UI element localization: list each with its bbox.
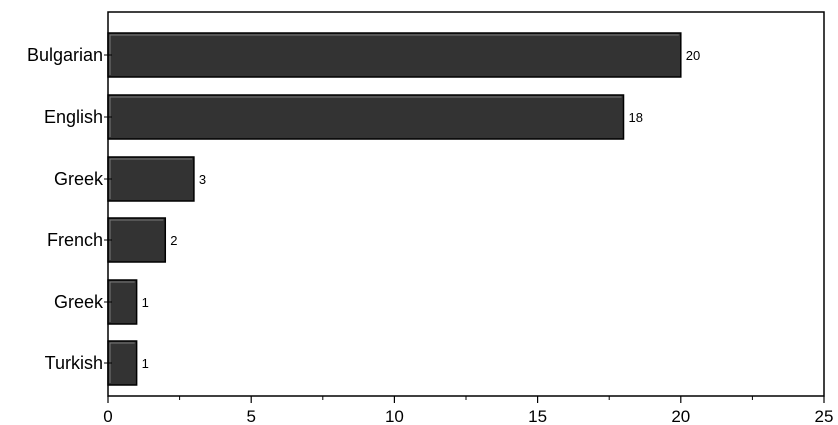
x-tick-label-20: 20 xyxy=(671,407,690,425)
bar-4 xyxy=(107,217,167,263)
bar-highlight-1 xyxy=(109,34,679,75)
data-label-4: 2 xyxy=(170,233,177,248)
category-label-4: French xyxy=(47,230,103,250)
bar-5 xyxy=(107,279,138,325)
data-label-6: 1 xyxy=(142,356,149,371)
category-label-3: Greek xyxy=(54,169,104,189)
data-labels-group: 20 18 3 2 1 1 xyxy=(142,48,701,371)
category-label-6: Turkish xyxy=(45,353,103,373)
bar-3 xyxy=(107,156,195,202)
bar-6 xyxy=(107,340,138,386)
category-label-2: English xyxy=(44,107,103,127)
x-ticks-group: 0 5 10 15 20 25 xyxy=(103,396,833,425)
bar-highlight-5 xyxy=(109,281,135,322)
y-ticks-group xyxy=(104,54,112,364)
category-label-1: Bulgarian xyxy=(27,45,103,65)
x-tick-label-15: 15 xyxy=(528,407,547,425)
bar-highlight-6 xyxy=(109,342,135,383)
x-tick-label-0: 0 xyxy=(103,407,112,425)
data-label-3: 3 xyxy=(199,172,206,187)
x-tick-label-5: 5 xyxy=(246,407,255,425)
bar-2 xyxy=(107,94,625,140)
bars-group xyxy=(107,32,682,386)
bar-highlight-3 xyxy=(109,158,192,199)
data-label-1: 20 xyxy=(686,48,700,63)
bar-highlight-2 xyxy=(109,96,622,137)
bar-highlight-4 xyxy=(109,219,164,260)
x-tick-label-25: 25 xyxy=(815,407,834,425)
data-label-2: 18 xyxy=(629,110,643,125)
category-labels-group: Bulgarian English Greek French Greek Turkish xyxy=(27,45,104,373)
category-label-5: Greek xyxy=(54,292,104,312)
bar-1 xyxy=(107,32,682,78)
x-tick-label-10: 10 xyxy=(385,407,404,425)
data-label-5: 1 xyxy=(142,295,149,310)
